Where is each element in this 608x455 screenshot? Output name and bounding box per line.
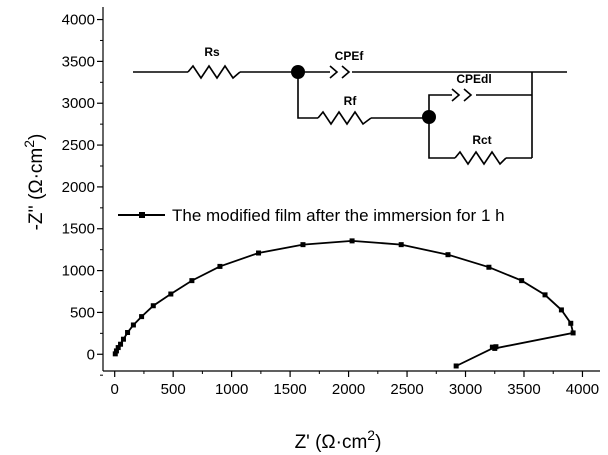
data-point [112, 351, 118, 357]
x-tick-label: 0 [111, 381, 119, 398]
circuit-main-wire [133, 71, 567, 159]
rct-label: Rct [472, 133, 491, 147]
y-axis-title: -Z'' (Ω·cm2) [21, 134, 47, 231]
data-point [398, 242, 404, 248]
data-point [120, 336, 126, 342]
data-point [168, 291, 174, 297]
y-tick-label: 4000 [62, 12, 95, 29]
x-axis-title: Z' (Ω·cm2) [295, 427, 382, 453]
rf-resistor-icon [317, 110, 372, 126]
data-point [558, 307, 564, 313]
x-tick-label: 3500 [507, 381, 540, 398]
equivalent-circuit-diagram: Rs CPEf Rf CPEdl Rct [133, 45, 567, 166]
data-point [130, 322, 136, 328]
data-point [568, 320, 574, 326]
data-point [115, 345, 121, 351]
data-point [486, 264, 492, 270]
data-point [349, 238, 355, 244]
rf-label: Rf [344, 94, 358, 108]
data-point [118, 341, 124, 347]
x-tick-label: 2500 [390, 381, 423, 398]
y-tick-label: 3000 [62, 95, 95, 112]
data-point [489, 344, 495, 350]
legend: The modified film after the immersion fo… [118, 206, 505, 225]
junction-node-1 [291, 65, 305, 79]
x-tick-label: 2000 [332, 381, 365, 398]
data-point [256, 250, 262, 256]
series-line [114, 239, 575, 367]
x-tick-label: 1000 [215, 381, 248, 398]
cpedl-element-icon [451, 88, 473, 102]
data-point [542, 292, 548, 298]
data-point [125, 330, 131, 336]
data-point [150, 303, 156, 309]
data-point [139, 314, 145, 320]
x-tick-label: 500 [161, 381, 186, 398]
y-tick-label: 1000 [62, 263, 95, 280]
x-tick-label: 1500 [273, 381, 306, 398]
data-point [217, 263, 223, 269]
y-tick-label: 2500 [62, 137, 95, 154]
cpef-label: CPEf [335, 49, 365, 63]
legend-marker [139, 212, 145, 218]
legend-label: The modified film after the immersion fo… [172, 206, 505, 225]
y-tick-label: 0 [87, 346, 95, 363]
rs-resistor-icon [187, 64, 241, 80]
rs-label: Rs [204, 45, 220, 59]
cpedl-label: CPEdl [456, 72, 491, 86]
x-tick-label: 4000 [566, 381, 599, 398]
y-tick-label: 500 [70, 304, 95, 321]
data-point [453, 363, 459, 369]
x-tick-label: 3000 [449, 381, 482, 398]
plot-data [112, 238, 576, 369]
data-point [493, 344, 499, 350]
series-markers [112, 238, 576, 369]
data-point [445, 252, 451, 258]
data-point [189, 278, 195, 284]
y-ticks: 0 500 1000 1500 2000 2500 3000 3500 4000 [62, 12, 103, 376]
cpef-element-icon [329, 65, 351, 79]
data-point [570, 330, 576, 336]
x-ticks: 0 500 1000 1500 2000 2500 3000 3500 4000 [111, 371, 599, 398]
data-point [519, 278, 525, 284]
rct-resistor-icon [454, 150, 507, 166]
y-tick-label: 3500 [62, 53, 95, 70]
junction-node-2 [422, 110, 436, 124]
data-point [300, 242, 306, 248]
axes [102, 7, 600, 372]
data-point [113, 348, 119, 354]
y-tick-label: 2000 [62, 179, 95, 196]
y-tick-label: 1500 [62, 221, 95, 238]
